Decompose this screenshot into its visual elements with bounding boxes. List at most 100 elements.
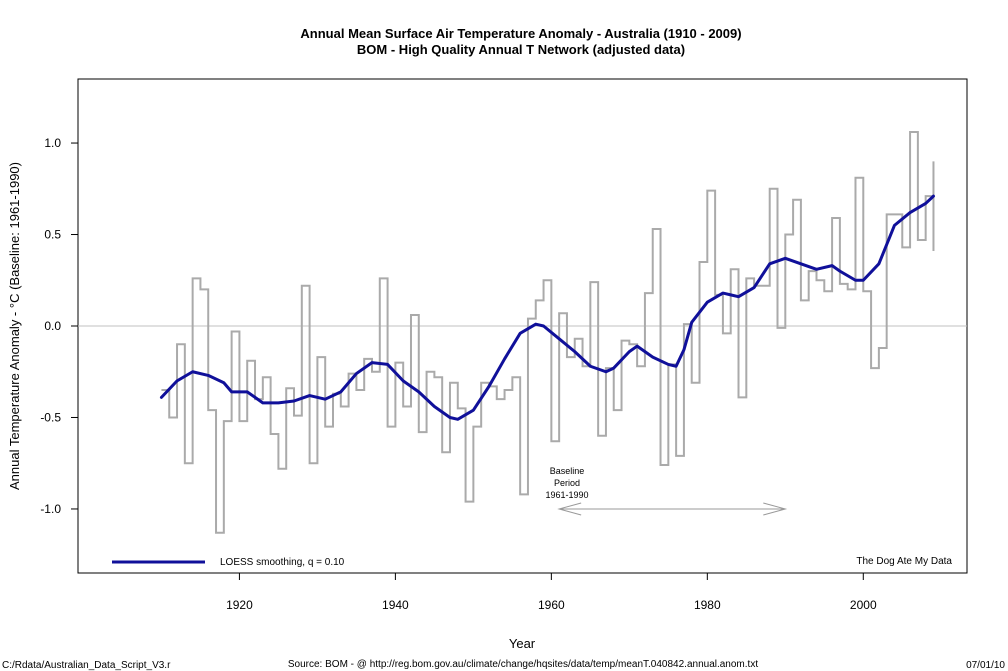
loess-point: [753, 287, 755, 289]
loess-point: [815, 268, 817, 270]
annual-point: [192, 277, 194, 279]
annual-point: [293, 415, 295, 417]
x-axis-label: Year: [509, 636, 536, 651]
loess-point: [730, 294, 732, 296]
annual-point: [582, 365, 584, 367]
loess-point: [192, 371, 194, 373]
loess-point: [691, 321, 693, 323]
annual-point: [644, 292, 646, 294]
annual-point: [301, 285, 303, 287]
loess-point: [909, 212, 911, 214]
annual-point: [332, 393, 334, 395]
arrow-head-left: [557, 502, 582, 516]
footer-date: 07/01/10: [966, 660, 1005, 671]
x-tick-label: 1980: [694, 598, 721, 612]
annual-point: [262, 376, 264, 378]
loess-point: [176, 380, 178, 382]
loess-point: [769, 263, 771, 265]
loess-point: [535, 323, 537, 325]
loess-point: [683, 349, 685, 351]
annual-point: [925, 195, 927, 197]
annual-point: [285, 387, 287, 389]
annual-point: [496, 398, 498, 400]
loess-smoothing-line: [159, 194, 935, 421]
loess-point: [449, 416, 451, 418]
loess-point: [371, 362, 373, 364]
loess-point: [543, 325, 545, 327]
annual-point: [527, 318, 529, 320]
loess-point: [457, 418, 459, 420]
annual-point: [394, 362, 396, 364]
loess-point: [504, 358, 506, 360]
annual-point: [714, 294, 716, 296]
arrow-head-right: [763, 502, 788, 516]
y-tick-label: -1.0: [40, 502, 61, 516]
annual-point: [238, 420, 240, 422]
loess-point: [488, 385, 490, 387]
annual-anomaly-step-line: [161, 131, 935, 534]
loess-point: [589, 365, 591, 367]
loess-point: [418, 391, 420, 393]
loess-point: [387, 363, 389, 365]
chart-title: Annual Mean Surface Air Temperature Anom…: [300, 26, 741, 41]
annual-point: [176, 343, 178, 345]
annual-point: [784, 234, 786, 236]
annual-point: [800, 299, 802, 301]
annual-point: [309, 462, 311, 464]
y-axis: -1.0 -0.5 0.0 0.5 1.0: [40, 136, 78, 516]
annual-point: [831, 217, 833, 219]
annual-point: [823, 290, 825, 292]
annual-point: [324, 426, 326, 428]
annual-point: [628, 343, 630, 345]
loess-point: [831, 265, 833, 267]
loess-point: [433, 406, 435, 408]
annual-point: [675, 455, 677, 457]
annual-point: [886, 213, 888, 215]
x-tick-label: 1960: [538, 598, 565, 612]
annual-point: [316, 356, 318, 358]
x-tick-label: 1920: [226, 598, 253, 612]
loess-point: [854, 279, 856, 281]
loess-point: [324, 398, 326, 400]
loess-point: [706, 301, 708, 303]
loess-point: [262, 402, 264, 404]
annual-point: [402, 406, 404, 408]
annual-point: [815, 279, 817, 281]
annual-point: [691, 382, 693, 384]
annual-point: [574, 338, 576, 340]
annual-point: [418, 431, 420, 433]
annual-point: [660, 464, 662, 466]
y-axis-label: Annual Temperature Anomaly - °C (Baselin…: [7, 162, 22, 490]
loess-point: [293, 400, 295, 402]
baseline-period-arrow: [557, 502, 788, 516]
annual-point: [355, 389, 357, 391]
annual-point: [472, 426, 474, 428]
annual-point: [854, 177, 856, 179]
annual-point: [363, 358, 365, 360]
annual-point: [621, 340, 623, 342]
y-tick-label: -0.5: [40, 410, 61, 424]
annual-point: [932, 250, 934, 252]
annual-point: [745, 277, 747, 279]
loess-point: [893, 224, 895, 226]
annual-point: [184, 462, 186, 464]
annual-point: [465, 501, 467, 503]
annual-point: [168, 416, 170, 418]
x-axis: 1920 1940 1960 1980 2000: [226, 573, 877, 612]
loess-point: [277, 402, 279, 404]
annual-point: [792, 199, 794, 201]
annual-point: [426, 371, 428, 373]
annual-point: [254, 398, 256, 400]
loess-point: [613, 367, 615, 369]
annual-point: [862, 290, 864, 292]
loess-point: [839, 270, 841, 272]
loess-point: [667, 363, 669, 365]
loess-point: [160, 396, 162, 398]
annual-point: [558, 312, 560, 314]
y-tick-label: 0.5: [44, 228, 61, 242]
loess-point: [628, 351, 630, 353]
loess-point: [932, 195, 934, 197]
annual-point: [348, 373, 350, 375]
loess-point: [355, 373, 357, 375]
loess-point: [636, 345, 638, 347]
